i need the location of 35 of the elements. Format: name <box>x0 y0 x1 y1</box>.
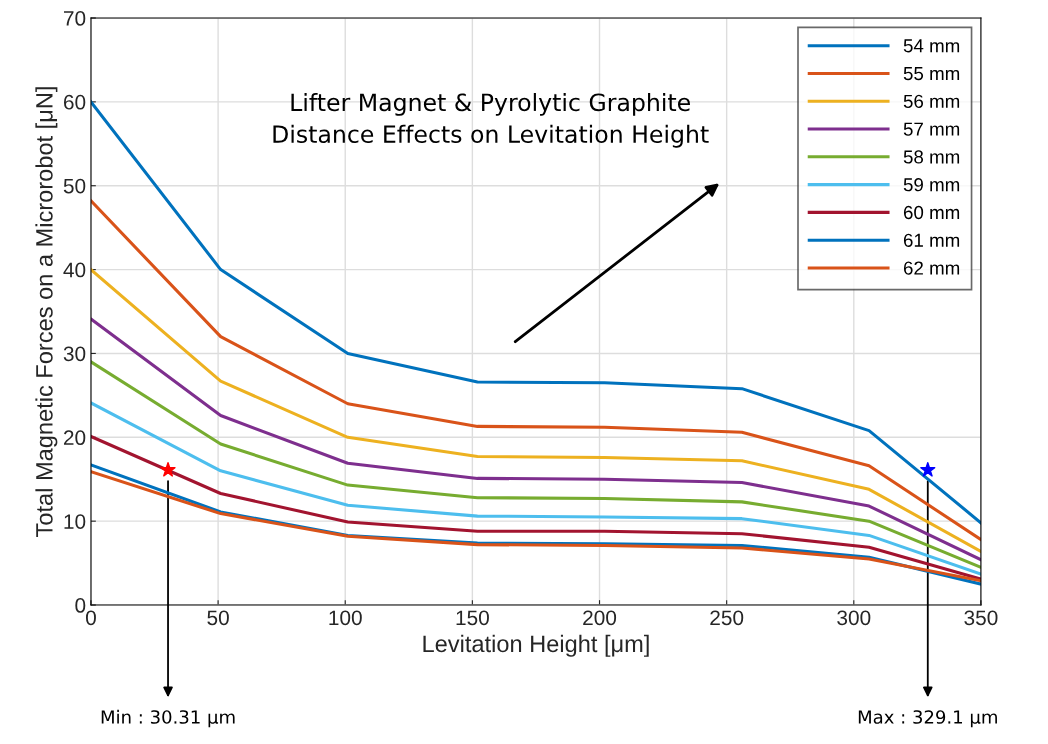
x-tick-label: 300 <box>837 610 871 626</box>
y-axis-title: Total Magnetic Forces on a Microrobot [μN] <box>35 87 58 537</box>
text: Min : 30.31 μm <box>101 709 235 728</box>
x-tick-label: 350 <box>964 610 998 626</box>
y-tick-label: 40 <box>63 262 86 278</box>
line-series <box>90 199 981 542</box>
y-tick-label: 50 <box>63 178 86 194</box>
y-tick-label: 30 <box>63 346 86 362</box>
annotation: Lifter Magnet & Pyrolytic Graphite Distance Effects on Levitation Height <box>273 92 709 148</box>
x-tick-label: 150 <box>456 610 489 626</box>
y-tick-label: 10 <box>64 514 86 529</box>
line-series <box>90 401 981 576</box>
y-tick-label: 60 <box>63 94 86 110</box>
legend-label: 61 mm <box>903 233 960 247</box>
y-tick-label: 20 <box>63 430 86 446</box>
x-tick-label: 100 <box>329 610 362 626</box>
x-tick-label: 0 <box>85 610 96 626</box>
legend-label: 56 mm <box>903 94 960 108</box>
legend-label: 62 mm <box>903 261 960 275</box>
line-series <box>90 360 981 569</box>
legend-label: 54 mm <box>903 39 960 53</box>
text: Max : 329.1 μm <box>858 710 997 728</box>
line-series <box>90 434 981 581</box>
x-tick-label: 200 <box>583 610 617 626</box>
legend-label: 58 mm <box>903 150 960 164</box>
legend-label: 55 mm <box>903 67 960 81</box>
legend-label: 57 mm <box>903 122 960 136</box>
legend-label: 60 mm <box>903 205 960 220</box>
x-tick-label: 250 <box>710 610 744 626</box>
x-axis-title: Levitation Height [μm] <box>423 634 649 657</box>
line-series <box>90 317 981 562</box>
y-tick-label: 0 <box>75 598 86 613</box>
x-tick-label: 50 <box>207 610 229 626</box>
legend-label: 59 mm <box>903 178 960 192</box>
y-tick-label: 70 <box>64 11 86 26</box>
